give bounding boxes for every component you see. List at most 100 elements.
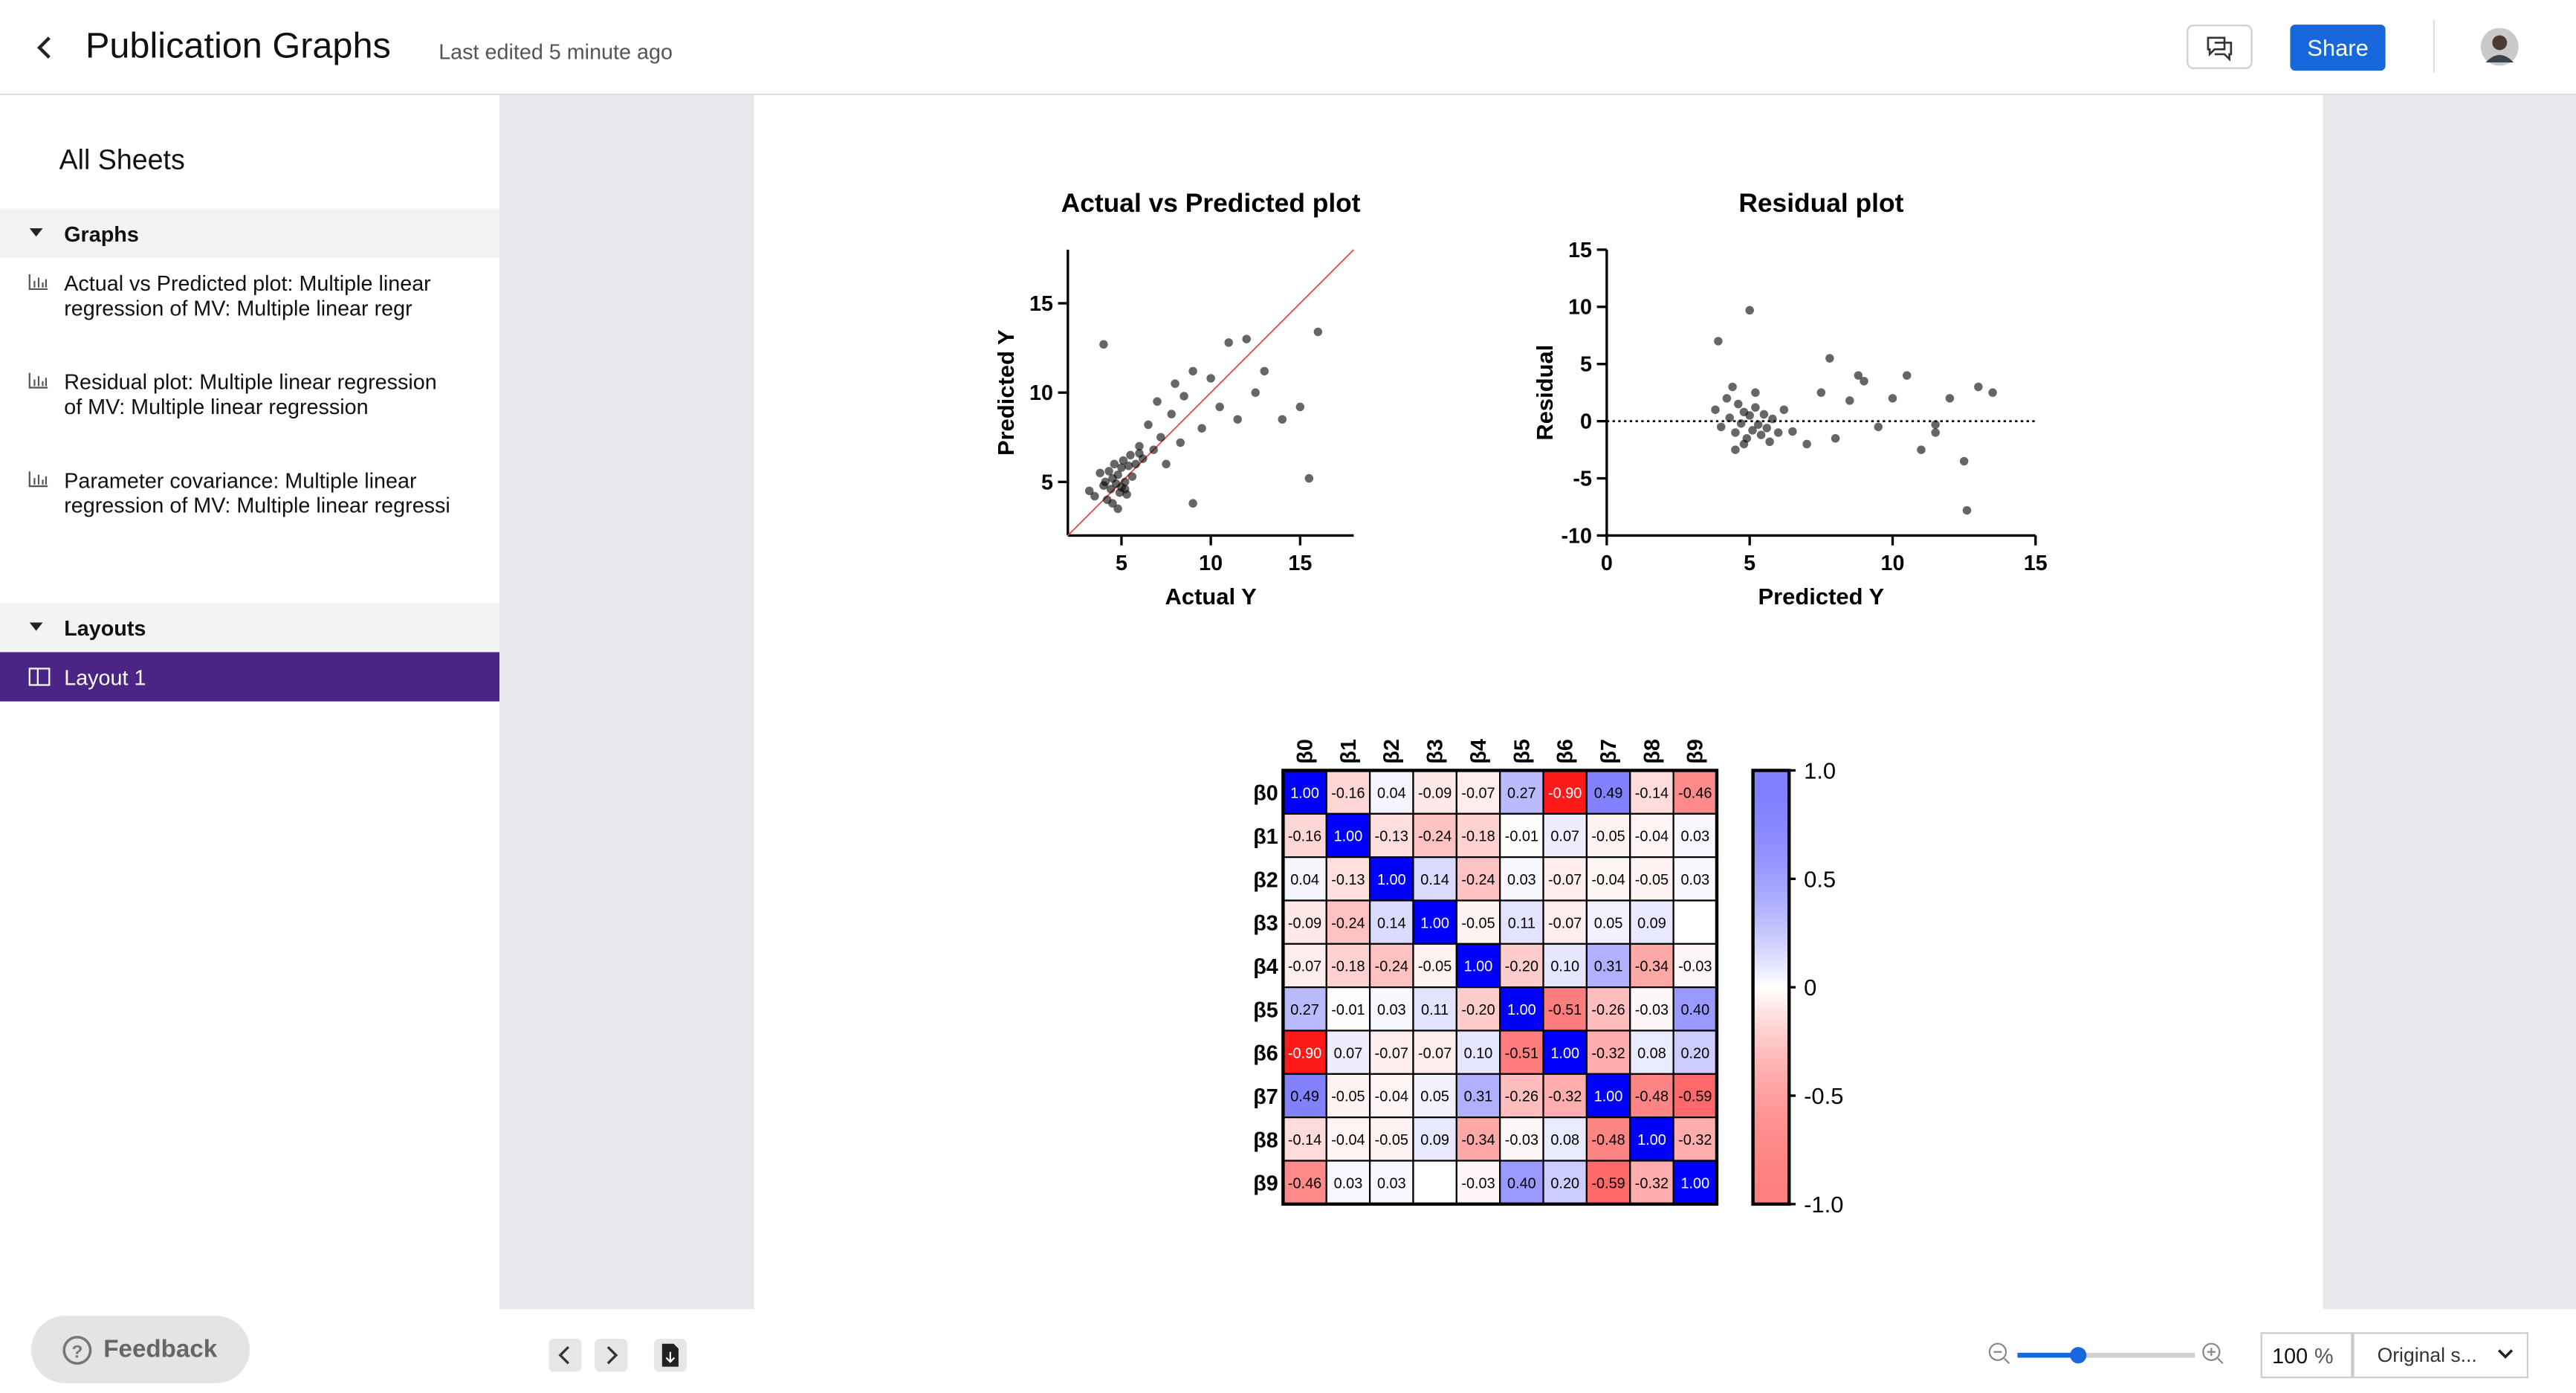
feedback-label: Feedback <box>103 1335 218 1364</box>
section-title: Graphs <box>64 221 139 246</box>
layout-item[interactable]: Layout 1 <box>0 652 499 702</box>
row-label: β4 <box>1253 955 1278 979</box>
heatmap-cell <box>1672 1116 1718 1162</box>
sheet-item[interactable]: Parameter covariance: Multiple linear re… <box>64 468 450 518</box>
data-point <box>1113 470 1122 479</box>
data-point <box>1722 394 1732 403</box>
chart-title: Residual plot <box>1738 189 1903 218</box>
cell-label: 0.31 <box>1594 959 1623 975</box>
cell-label: -0.14 <box>1635 785 1669 801</box>
data-point <box>1745 411 1754 420</box>
cell-label: -0.07 <box>1461 785 1495 801</box>
y-tick-label: 5 <box>1041 471 1053 494</box>
row-label: β8 <box>1253 1128 1278 1152</box>
zoom-value: 100 <box>2272 1342 2308 1368</box>
cell-label: 0.03 <box>1507 872 1536 888</box>
heatmap-cell <box>1412 1160 1457 1205</box>
cell-label: 1.00 <box>1507 1002 1536 1018</box>
cell-label: 1.00 <box>1594 1089 1623 1105</box>
heatmap-cell <box>1282 1160 1327 1205</box>
data-point <box>1751 403 1760 412</box>
cell-label: -0.90 <box>1288 1045 1321 1061</box>
cell-label: -0.32 <box>1591 1045 1625 1061</box>
cell-label: -0.04 <box>1331 1132 1365 1148</box>
last-edited: Last edited 5 minute ago <box>438 39 673 65</box>
data-point <box>1917 445 1926 454</box>
heatmap-cell <box>1412 856 1457 902</box>
cell-label: 0.40 <box>1507 1175 1536 1192</box>
heatmap-cell <box>1585 1073 1631 1119</box>
heatmap-cell <box>1412 769 1457 815</box>
x-tick-label: 15 <box>1288 552 1312 575</box>
header: Publication Graphs Last edited 5 minute … <box>0 0 2576 96</box>
heatmap-cell <box>1499 943 1544 989</box>
column-label: β8 <box>1640 739 1664 764</box>
y-tick-label: 10 <box>1029 381 1053 405</box>
heatmap-cell <box>1455 856 1501 902</box>
row-label: β5 <box>1253 998 1278 1022</box>
layout-name: Layout 1 <box>64 664 146 690</box>
cell-label: 0.03 <box>1334 1175 1363 1192</box>
data-point <box>1101 477 1110 487</box>
back-button[interactable] <box>33 34 56 60</box>
data-point <box>1106 485 1116 494</box>
comments-button[interactable] <box>2187 25 2253 69</box>
column-label: β5 <box>1510 739 1534 764</box>
data-point <box>1295 402 1305 412</box>
data-point <box>1768 414 1777 424</box>
data-point <box>1725 413 1735 422</box>
data-point <box>1748 426 1757 435</box>
x-tick-label: 15 <box>2024 552 2048 575</box>
data-point <box>1117 463 1126 472</box>
avatar[interactable] <box>2480 28 2519 66</box>
view-dropdown[interactable]: Original s... <box>2352 1332 2528 1379</box>
data-point <box>1988 388 1997 397</box>
sheet-item[interactable]: Actual vs Predicted plot: Multiple linea… <box>64 271 431 320</box>
feedback-button[interactable]: ? Feedback <box>30 1316 250 1383</box>
section-header[interactable]: Layouts <box>0 603 499 653</box>
heatmap-cell <box>1542 986 1588 1032</box>
data-point <box>1135 442 1144 451</box>
section-header[interactable]: Graphs <box>0 208 499 258</box>
data-point <box>1108 499 1117 508</box>
all-sheets[interactable]: All Sheets <box>59 144 185 176</box>
column-label: β7 <box>1597 739 1621 764</box>
next-button[interactable] <box>595 1339 628 1372</box>
data-point <box>1124 461 1133 471</box>
sheet-item[interactable]: Residual plot: Multiple linear regressio… <box>64 369 437 419</box>
zoom-input[interactable]: 100% <box>2260 1332 2353 1379</box>
cell-label: 0.20 <box>1550 1175 1579 1192</box>
column-label: β3 <box>1424 739 1448 764</box>
cell-label: -0.04 <box>1375 1089 1408 1105</box>
data-point <box>1278 415 1287 424</box>
cell-label: 1.00 <box>1334 829 1363 845</box>
row-label: β1 <box>1253 825 1278 849</box>
data-point <box>1831 433 1840 443</box>
data-point <box>1197 424 1206 433</box>
heatmap-cell <box>1542 856 1588 902</box>
data-point <box>1162 459 1171 469</box>
data-point <box>1888 394 1897 403</box>
heatmap-cell <box>1412 1116 1457 1162</box>
share-button[interactable]: Share <box>2290 25 2386 71</box>
colorbar-tick-label: -1.0 <box>1804 1192 1843 1218</box>
document-title: Publication Graphs <box>85 25 391 66</box>
colorbar <box>1751 769 1791 1206</box>
heatmap-cell <box>1499 899 1544 945</box>
cell-label: 0.08 <box>1550 1132 1579 1148</box>
x-tick-label: 5 <box>1744 552 1755 575</box>
y-axis-label: Residual <box>1532 345 1558 441</box>
cell-label: -0.07 <box>1548 915 1582 931</box>
heatmap-cell <box>1672 986 1718 1032</box>
heatmap-cell <box>1412 1030 1457 1075</box>
cell-label: -0.07 <box>1548 872 1582 888</box>
export-button[interactable] <box>653 1339 687 1372</box>
colorbar-tick-label: 0.5 <box>1804 866 1836 892</box>
data-point <box>1131 459 1140 469</box>
zoom-slider[interactable] <box>1984 1340 2231 1366</box>
row-label: β9 <box>1253 1172 1278 1196</box>
svg-text:?: ? <box>71 1341 82 1361</box>
cell-label: -0.09 <box>1288 915 1321 931</box>
prev-button[interactable] <box>548 1339 582 1372</box>
